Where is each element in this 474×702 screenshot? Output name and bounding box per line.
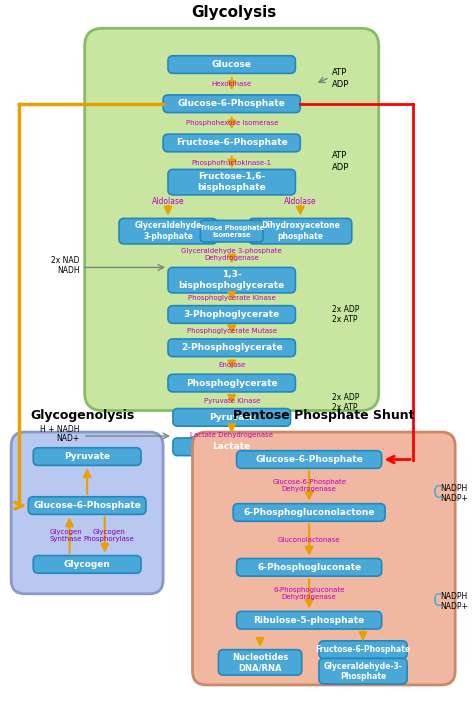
Text: Dihydroxyacetone
phosphate: Dihydroxyacetone phosphate — [261, 221, 340, 241]
FancyBboxPatch shape — [85, 28, 379, 411]
Text: ATP: ATP — [332, 68, 347, 77]
FancyBboxPatch shape — [168, 55, 295, 74]
FancyBboxPatch shape — [319, 658, 407, 684]
Text: Pyruvate: Pyruvate — [209, 413, 255, 422]
FancyBboxPatch shape — [192, 432, 455, 685]
Text: NADH: NADH — [57, 266, 80, 275]
Text: C: C — [433, 484, 443, 502]
Text: Fructose-1,6-
bisphosphate: Fructose-1,6- bisphosphate — [197, 173, 266, 192]
Text: 2x NAD: 2x NAD — [51, 256, 80, 265]
FancyBboxPatch shape — [168, 305, 295, 324]
Text: Glyceraldehyde
3-phophate: Glyceraldehyde 3-phophate — [134, 221, 202, 241]
Text: Glycogen
Phosphorylase: Glycogen Phosphorylase — [83, 529, 134, 543]
FancyBboxPatch shape — [219, 649, 302, 675]
FancyBboxPatch shape — [33, 448, 141, 465]
Text: 1,3-
bisphosphoglycerate: 1,3- bisphosphoglycerate — [179, 270, 285, 290]
Text: Fructose-6-Phosphate: Fructose-6-Phosphate — [316, 645, 410, 654]
Text: Glyceraldehyde 3-phosphate
Dehydrogenase: Glyceraldehyde 3-phosphate Dehydrogenase — [182, 249, 282, 261]
Text: Phosphohexose Isomerase: Phosphohexose Isomerase — [185, 120, 278, 126]
FancyBboxPatch shape — [237, 611, 382, 629]
Text: 6-Phosphogluconolactone: 6-Phosphogluconolactone — [243, 508, 375, 517]
Text: Glucose-6-Phosphate: Glucose-6-Phosphate — [33, 501, 141, 510]
Text: Phosphoglycerate Kinase: Phosphoglycerate Kinase — [188, 295, 275, 300]
Text: NADPH: NADPH — [440, 484, 468, 494]
Text: Pyruvate: Pyruvate — [64, 452, 110, 461]
Text: ADP: ADP — [332, 79, 349, 88]
Text: Nucleotides
DNA/RNA: Nucleotides DNA/RNA — [232, 653, 288, 672]
Text: NAD+: NAD+ — [56, 435, 80, 444]
Text: NADPH: NADPH — [440, 592, 468, 601]
FancyBboxPatch shape — [11, 432, 163, 594]
Text: 2x ATP: 2x ATP — [332, 403, 357, 412]
Text: 2x ADP: 2x ADP — [332, 393, 359, 402]
Text: Glycolysis: Glycolysis — [191, 6, 276, 20]
Text: Aldolase: Aldolase — [152, 197, 184, 206]
FancyBboxPatch shape — [119, 218, 217, 244]
FancyBboxPatch shape — [237, 559, 382, 576]
Text: Glycogenolysis: Glycogenolysis — [30, 409, 134, 423]
FancyBboxPatch shape — [168, 267, 295, 293]
Text: Pentose Phosphate Shunt: Pentose Phosphate Shunt — [233, 409, 415, 423]
Text: 6-Phosphogluconate
Dehydrogenase: 6-Phosphogluconate Dehydrogenase — [273, 588, 345, 600]
FancyBboxPatch shape — [168, 169, 295, 195]
FancyBboxPatch shape — [168, 374, 295, 392]
Text: Phosphoglycerate Mutase: Phosphoglycerate Mutase — [187, 328, 277, 334]
FancyBboxPatch shape — [173, 438, 291, 456]
Text: Glucose-6-Phosphate
Dehydrogenase: Glucose-6-Phosphate Dehydrogenase — [272, 479, 346, 493]
FancyBboxPatch shape — [163, 134, 301, 152]
Text: Triose Phosphate
Isomerase: Triose Phosphate Isomerase — [200, 225, 264, 238]
Text: Glycogen: Glycogen — [64, 560, 110, 569]
FancyBboxPatch shape — [237, 451, 382, 468]
Text: Gluconolactonase: Gluconolactonase — [278, 537, 340, 543]
Text: ATP: ATP — [332, 151, 347, 160]
Text: Pyruvate Kinase: Pyruvate Kinase — [203, 398, 260, 404]
Text: C: C — [433, 592, 443, 609]
FancyBboxPatch shape — [168, 339, 295, 357]
FancyBboxPatch shape — [28, 497, 146, 515]
Text: 6-Phosphogluconate: 6-Phosphogluconate — [257, 563, 361, 572]
Text: H + NADH: H + NADH — [40, 425, 80, 434]
Text: Enolase: Enolase — [218, 362, 246, 369]
Text: 2-Phosphoglycerate: 2-Phosphoglycerate — [181, 343, 283, 352]
FancyBboxPatch shape — [33, 555, 141, 574]
Text: NADP+: NADP+ — [440, 494, 468, 503]
Text: ADP: ADP — [332, 163, 349, 172]
Text: Glucose: Glucose — [212, 60, 252, 69]
Text: Aldolase: Aldolase — [284, 197, 317, 206]
Text: Hexokinase: Hexokinase — [211, 81, 252, 87]
FancyBboxPatch shape — [201, 220, 263, 242]
FancyBboxPatch shape — [249, 218, 352, 244]
Text: Glycogen
Synthase: Glycogen Synthase — [49, 529, 82, 543]
Text: Glucose-6-Phosphate: Glucose-6-Phosphate — [178, 99, 286, 108]
Text: Lactate Dehydrogenase: Lactate Dehydrogenase — [190, 432, 273, 438]
Text: Phosphoglycerate: Phosphoglycerate — [186, 378, 277, 388]
Text: 2x ADP: 2x ADP — [332, 305, 359, 314]
FancyBboxPatch shape — [319, 641, 407, 658]
Text: 2x ATP: 2x ATP — [332, 315, 357, 324]
Text: NADP+: NADP+ — [440, 602, 468, 611]
Text: 3-Phophoglycerate: 3-Phophoglycerate — [183, 310, 280, 319]
FancyBboxPatch shape — [173, 409, 291, 426]
Text: Glucose-6-Phosphate: Glucose-6-Phosphate — [255, 455, 363, 464]
Text: Ribulose-5-phosphate: Ribulose-5-phosphate — [254, 616, 365, 625]
Text: Glyceraldehyde-3-
Phosphate: Glyceraldehyde-3- Phosphate — [324, 661, 402, 681]
FancyBboxPatch shape — [233, 503, 385, 522]
Text: Lactate: Lactate — [212, 442, 251, 451]
Text: Phosphofructokinase-1: Phosphofructokinase-1 — [191, 159, 272, 166]
Text: Fructose-6-Phosphate: Fructose-6-Phosphate — [176, 138, 288, 147]
FancyBboxPatch shape — [163, 95, 301, 112]
